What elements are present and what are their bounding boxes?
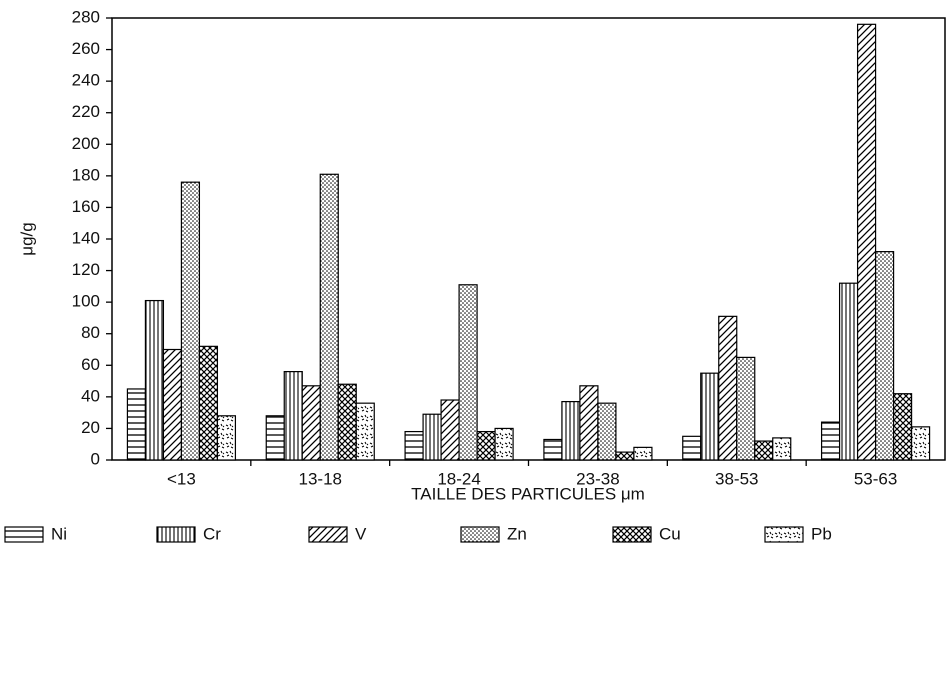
y-tick-label: 0 (91, 449, 100, 468)
y-tick-label: 260 (72, 39, 100, 58)
legend-label: Cr (203, 524, 221, 543)
x-axis-label: TAILLE DES PARTICULES μm (411, 484, 645, 503)
bar (265, 415, 285, 461)
bar (180, 181, 201, 461)
y-tick-label: 60 (81, 355, 100, 374)
legend-swatch (460, 526, 500, 543)
bar (736, 356, 756, 461)
legend-label: Ni (51, 524, 67, 543)
bar (216, 415, 237, 461)
bar (615, 451, 635, 461)
y-tick-label: 280 (72, 7, 100, 26)
bar (718, 315, 738, 461)
legend-swatch (308, 526, 348, 543)
y-tick-label: 20 (81, 418, 100, 437)
bar (319, 173, 339, 461)
y-tick-label: 160 (72, 197, 100, 216)
y-tick-label: 140 (72, 228, 100, 247)
y-tick-label: 200 (72, 134, 100, 153)
bar (754, 440, 774, 461)
bar (892, 393, 913, 461)
y-tick-label: 120 (72, 260, 100, 279)
bar (856, 23, 877, 461)
legend-label: Pb (811, 524, 832, 543)
bar (283, 371, 303, 461)
plot-frame (111, 17, 946, 461)
bar (440, 399, 460, 461)
bar (337, 383, 357, 461)
y-tick-label: 100 (72, 292, 100, 311)
bar (126, 388, 147, 461)
x-tick-label: 18-24 (437, 469, 480, 488)
bar (561, 400, 581, 461)
x-tick-label: <13 (167, 469, 196, 488)
y-axis-label: μg/g (17, 222, 36, 255)
bar (772, 437, 792, 461)
x-tick-label: 13-18 (299, 469, 342, 488)
y-tick-label: 240 (72, 71, 100, 90)
bar (494, 427, 514, 461)
bar (633, 446, 653, 461)
y-tick-label: 220 (72, 102, 100, 121)
bar (355, 402, 375, 461)
bar (838, 282, 859, 461)
x-tick-label: 38-53 (715, 469, 758, 488)
legend-swatch (764, 526, 804, 543)
y-tick-label: 80 (81, 323, 100, 342)
bar (162, 348, 183, 461)
bar (422, 413, 442, 461)
bar (820, 421, 841, 461)
bar (404, 430, 424, 461)
bar (700, 372, 720, 461)
legend-swatch (156, 526, 196, 543)
y-tick-label: 40 (81, 386, 100, 405)
bar (476, 430, 496, 461)
bar (301, 385, 321, 461)
bar (458, 284, 478, 461)
x-tick-label: 23-38 (576, 469, 619, 488)
bar (144, 299, 165, 461)
legend-swatch (612, 526, 652, 543)
bar (597, 402, 617, 461)
bar (910, 426, 931, 461)
legend-label: Zn (507, 524, 527, 543)
legend-label: V (355, 524, 367, 543)
legend-swatch (4, 526, 44, 543)
bar (579, 385, 599, 461)
bar (874, 251, 895, 461)
bar (682, 435, 702, 461)
bar (198, 345, 219, 461)
bar (543, 438, 563, 461)
y-tick-label: 180 (72, 165, 100, 184)
x-tick-label: 53-63 (854, 469, 897, 488)
legend-label: Cu (659, 524, 681, 543)
